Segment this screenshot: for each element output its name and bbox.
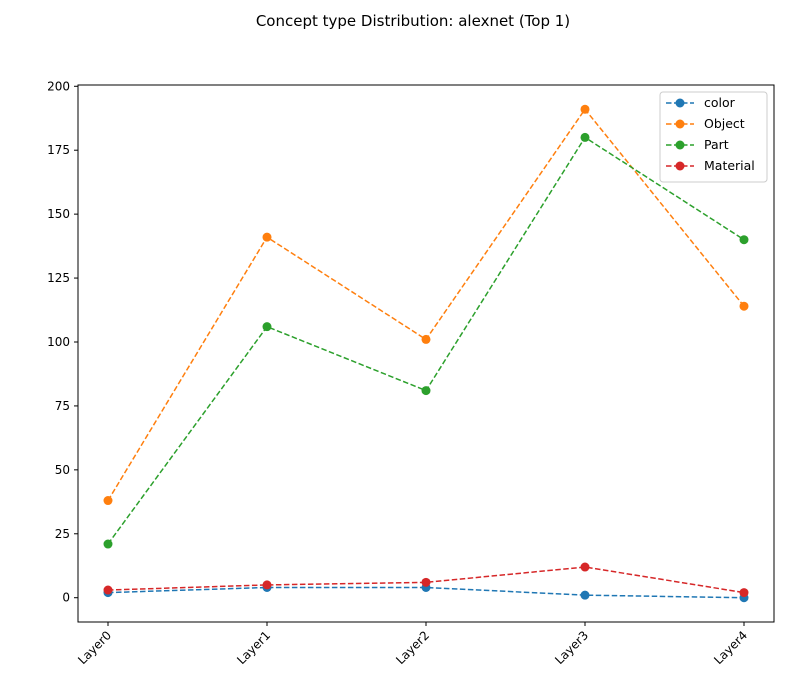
legend-item: Object (666, 116, 745, 131)
y-tick-label: 0 (62, 591, 70, 605)
series-part (103, 132, 749, 549)
chart-title: Concept type Distribution: alexnet (Top … (256, 12, 570, 30)
y-tick-label: 25 (55, 527, 70, 541)
y-tick-label: 175 (47, 143, 70, 157)
data-point (421, 386, 431, 396)
series-line (107, 566, 745, 594)
legend-marker (675, 98, 685, 108)
data-point (421, 334, 431, 344)
data-point (103, 539, 113, 549)
data-point (580, 104, 590, 114)
legend-item: Part (666, 137, 729, 152)
legend-item: Material (666, 158, 755, 173)
x-tick-label: Layer4 (711, 628, 750, 667)
data-point (739, 588, 749, 598)
x-tick-label: Layer2 (393, 628, 432, 667)
y-tick-label: 50 (55, 463, 70, 477)
legend-label: Material (704, 158, 755, 173)
y-tick-label: 75 (55, 399, 70, 413)
data-point (739, 301, 749, 311)
legend-item: color (666, 95, 736, 110)
legend-label: color (704, 95, 736, 110)
data-point (421, 577, 431, 587)
data-point (580, 562, 590, 572)
data-point (580, 590, 590, 600)
legend-label: Object (704, 116, 745, 131)
legend-marker (675, 161, 685, 171)
data-point (739, 235, 749, 245)
y-tick-label: 150 (47, 207, 70, 221)
series-object (103, 104, 749, 506)
y-tick-label: 100 (47, 335, 70, 349)
legend-box (659, 91, 768, 183)
plot-area: 0 25 50 75 100 125 150 175 200 Layer0 Layer1 Layer2… (47, 79, 775, 667)
y-tick-label: 200 (47, 79, 70, 93)
legend: color Object Part Material (659, 91, 768, 183)
x-tick-label: Layer3 (552, 628, 591, 667)
data-point (262, 322, 272, 332)
legend-marker (675, 140, 685, 150)
x-tick-label: Layer0 (75, 628, 114, 667)
legend-marker (675, 119, 685, 129)
data-point (580, 132, 590, 142)
data-point (262, 232, 272, 242)
series-material (103, 562, 749, 598)
x-tick-label: Layer1 (234, 628, 273, 667)
y-tick-label: 125 (47, 271, 70, 285)
data-point (103, 585, 113, 595)
series-line (107, 586, 745, 599)
legend-label: Part (704, 137, 729, 152)
series-line (107, 108, 745, 501)
data-point (262, 580, 272, 590)
data-point (103, 496, 113, 506)
